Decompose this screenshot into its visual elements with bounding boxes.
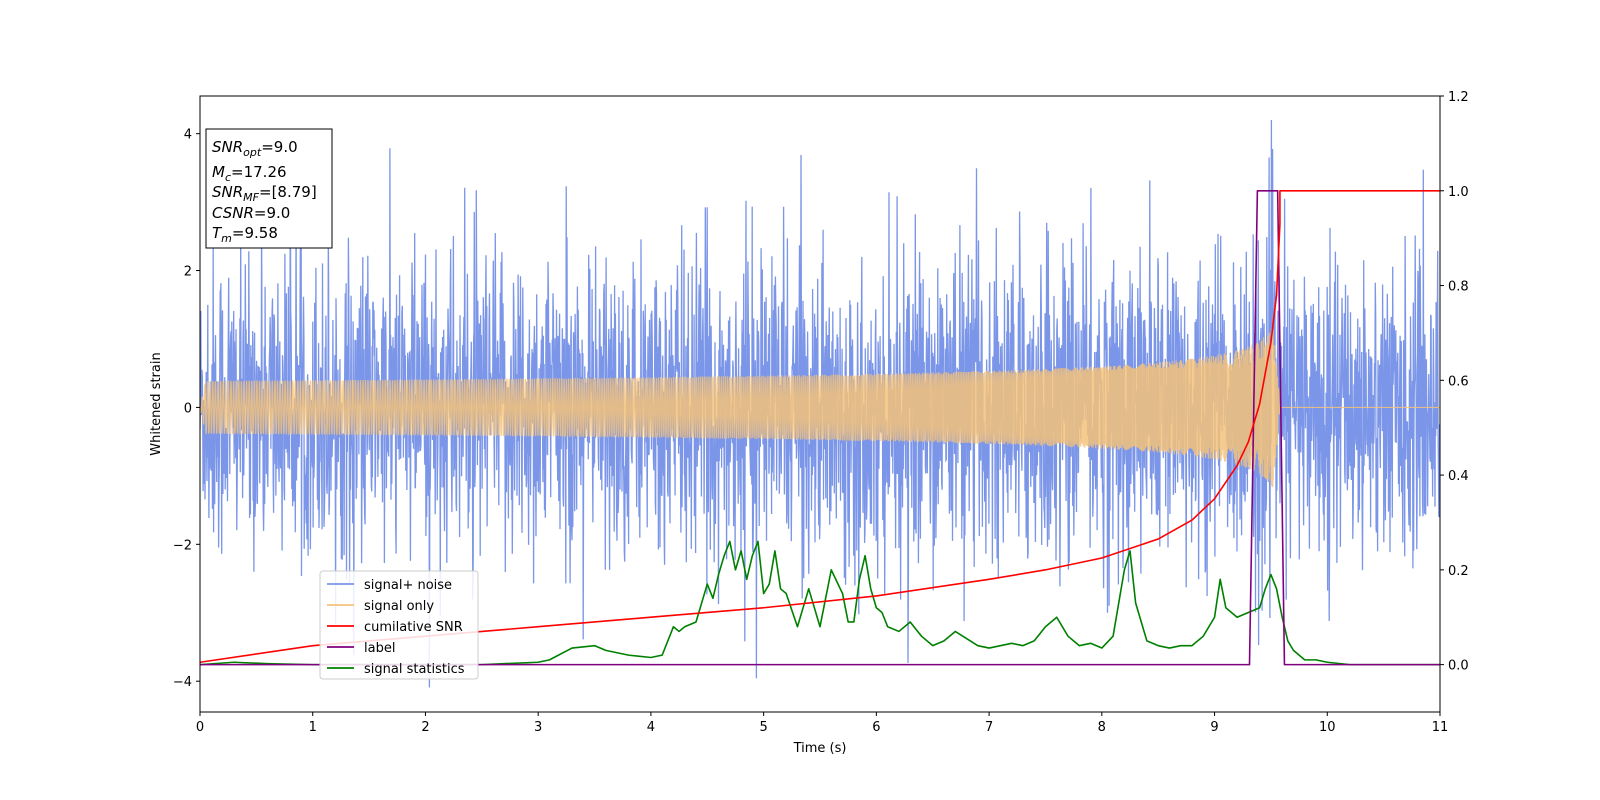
series-label-line <box>200 189 1440 666</box>
x-tick-label: 4 <box>647 720 655 735</box>
x-tick-label: 7 <box>985 720 993 735</box>
info-snr-mf-sub: MF <box>243 191 259 204</box>
legend-frame <box>319 570 479 680</box>
info-snr-mf: SNRMF=[8.79] <box>212 183 317 204</box>
x-tick-label: 3 <box>534 720 542 735</box>
y-right-tick-label: 0.2 <box>1448 564 1469 579</box>
info-tm-value: =9.58 <box>232 224 278 242</box>
series-signal-statistics-line <box>200 540 1440 666</box>
axes-frame <box>199 95 1441 713</box>
y-right-tick-label: 0.6 <box>1448 374 1469 389</box>
info-box: SNRopt=9.0 Mc=17.26 SNRMF=[8.79] CSNR=9.… <box>205 128 333 249</box>
series-signal-only-line <box>200 327 1440 488</box>
tick-group: 0 1 2 3 4 5 6 7 8 9 10 11 −4 −2 0 2 4 0.0 0.2 0.4 0.6 0.8 1.0 1… <box>173 90 1469 735</box>
series-cumulative-snr-line <box>200 189 1440 664</box>
legend-entries: signal+ noise signal only cumilative SNR la… <box>327 578 465 677</box>
legend-entry-label: cumilative SNR <box>364 620 463 635</box>
series-group <box>200 119 1440 688</box>
y-right-tick-label: 0.8 <box>1448 280 1469 295</box>
x-tick-label: 10 <box>1319 720 1336 735</box>
legend-entry-label: signal statistics <box>364 662 465 677</box>
info-tm-base: T <box>212 224 223 242</box>
info-mc: Mc=17.26 <box>212 163 287 184</box>
legend: signal+ noise signal only cumilative SNR la… <box>319 570 479 680</box>
x-axis-label: Time (s) <box>793 741 847 756</box>
y-right-tick-label: 1.0 <box>1448 185 1469 200</box>
info-snr-opt-sub: opt <box>243 146 262 159</box>
info-csnr: CSNR=9.0 <box>212 204 290 222</box>
info-box-frame <box>205 128 333 249</box>
info-tm: Tm=9.58 <box>212 224 278 245</box>
y-axis-label: Whitened strain <box>149 352 164 455</box>
info-tm-sub: m <box>221 232 232 245</box>
y-left-tick-label: −4 <box>173 675 192 690</box>
x-tick-label: 0 <box>196 720 204 735</box>
info-snr-mf-value: =[8.79] <box>259 183 317 201</box>
info-snr-mf-base: SNR <box>212 183 243 201</box>
info-csnr-base: CSNR <box>212 204 254 222</box>
series-signal-noise-line <box>200 119 1440 688</box>
info-mc-sub: c <box>225 171 231 184</box>
info-snr-opt-value: =9.0 <box>261 138 297 156</box>
x-tick-label: 5 <box>759 720 767 735</box>
x-tick-label: 1 <box>309 720 317 735</box>
x-tick-label: 6 <box>872 720 880 735</box>
info-snr-opt: SNRopt=9.0 <box>212 138 298 159</box>
info-mc-value: =17.26 <box>231 163 287 181</box>
info-mc-base: M <box>212 163 225 181</box>
y-left-tick-label: −2 <box>173 538 192 553</box>
plot-area <box>200 119 1440 688</box>
y-right-tick-label: 0.4 <box>1448 469 1469 484</box>
y-right-tick-label: 1.2 <box>1448 90 1469 105</box>
y-right-tick-label: 0.0 <box>1448 659 1469 674</box>
y-left-tick-label: 2 <box>184 265 192 280</box>
x-tick-label: 2 <box>421 720 429 735</box>
info-snr-opt-base: SNR <box>212 138 243 156</box>
x-tick-label: 11 <box>1432 720 1449 735</box>
legend-entry-label: signal+ noise <box>364 578 452 593</box>
x-tick-label: 9 <box>1210 720 1218 735</box>
x-tick-label: 8 <box>1098 720 1106 735</box>
info-csnr-value: =9.0 <box>254 204 290 222</box>
legend-entry-label: label <box>364 641 395 656</box>
legend-entry-label: signal only <box>364 599 434 614</box>
y-left-tick-label: 4 <box>184 128 192 143</box>
y-left-tick-label: 0 <box>184 401 192 416</box>
